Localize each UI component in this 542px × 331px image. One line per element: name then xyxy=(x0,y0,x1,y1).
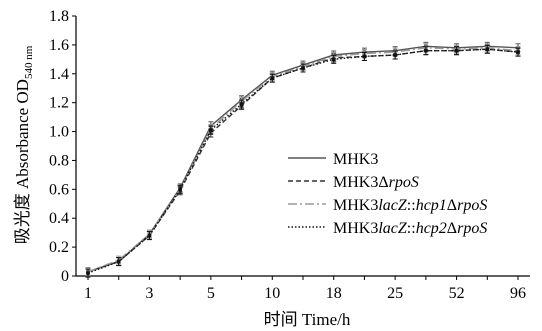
axes: 0 0.2 0.4 0.6 0.8 1.0 1.2 1.4 1.6 1.8 1 3 5 10 18 25 52 9… xyxy=(49,8,530,302)
series-line xyxy=(87,48,519,273)
y-axis-label-unit: 540 nm xyxy=(23,45,35,79)
x-axis-label: 时间 Time/h xyxy=(264,310,351,329)
legend-label: MHK3ΔrpoS xyxy=(333,174,419,191)
x-tick-label: 96 xyxy=(510,285,526,302)
data-point xyxy=(209,128,213,132)
data-point xyxy=(147,233,152,238)
series-1 xyxy=(85,41,521,277)
data-point xyxy=(270,76,275,80)
data-point xyxy=(516,50,520,54)
data-point xyxy=(331,57,336,62)
legend-item-1: MHK3 xyxy=(288,151,378,168)
legend: MHK3MHK3ΔrpoSMHK3lacZ::hcp1ΔrpoSMHK3lacZ… xyxy=(288,151,487,237)
data-point xyxy=(239,102,244,106)
series-line xyxy=(87,47,519,273)
data-point xyxy=(424,48,428,53)
x-tick-label: 18 xyxy=(326,285,342,302)
legend-item-2: MHK3ΔrpoS xyxy=(288,174,419,191)
y-tick-label: 1.4 xyxy=(49,66,69,83)
data-point xyxy=(454,48,459,53)
y-tick-label: 1.2 xyxy=(49,95,69,112)
series-4 xyxy=(85,44,521,278)
svg-text:吸光度 Absorbance OD540 nm: 吸光度 Absorbance OD540 nm xyxy=(13,45,35,244)
x-tick-label: 5 xyxy=(207,285,215,302)
series-3 xyxy=(85,43,521,277)
y-tick-label: 0.2 xyxy=(49,239,69,256)
y-tick-label: 1.6 xyxy=(49,37,69,54)
x-tick-label: 52 xyxy=(449,285,465,302)
data-point xyxy=(116,259,121,264)
series-line xyxy=(87,48,519,274)
x-tick-label: 10 xyxy=(264,285,280,302)
data-point xyxy=(485,47,490,52)
legend-label: MHK3lacZ::hcp1ΔrpoS xyxy=(333,197,487,214)
data-point xyxy=(362,54,367,59)
series-line xyxy=(87,45,519,273)
y-axis-label: 吸光度 Absorbance OD540 nm xyxy=(13,45,35,244)
x-tick-label: 25 xyxy=(387,285,403,302)
y-tick-label: 0 xyxy=(61,268,69,285)
y-tick-label: 0.4 xyxy=(49,210,69,227)
data-point xyxy=(178,187,182,192)
y-tick-label: 1.0 xyxy=(49,124,69,141)
data-point xyxy=(86,271,90,275)
y-tick-label: 0.8 xyxy=(49,152,69,169)
data-point xyxy=(393,53,397,57)
y-tick-label: 0.6 xyxy=(49,181,69,198)
x-tick-label: 3 xyxy=(145,285,153,302)
legend-item-3: MHK3lacZ::hcp1ΔrpoS xyxy=(288,197,487,214)
series-layer xyxy=(85,41,521,278)
y-axis-label-main: 吸光度 Absorbance OD xyxy=(13,79,32,244)
legend-label: MHK3 xyxy=(333,151,378,168)
series-2 xyxy=(85,44,521,277)
y-tick-label: 1.8 xyxy=(49,8,69,25)
legend-item-4: MHK3lacZ::hcp2ΔrpoS xyxy=(288,220,487,237)
data-point xyxy=(301,66,305,70)
x-tick-label: 1 xyxy=(84,285,92,302)
legend-label: MHK3lacZ::hcp2ΔrpoS xyxy=(333,220,487,237)
